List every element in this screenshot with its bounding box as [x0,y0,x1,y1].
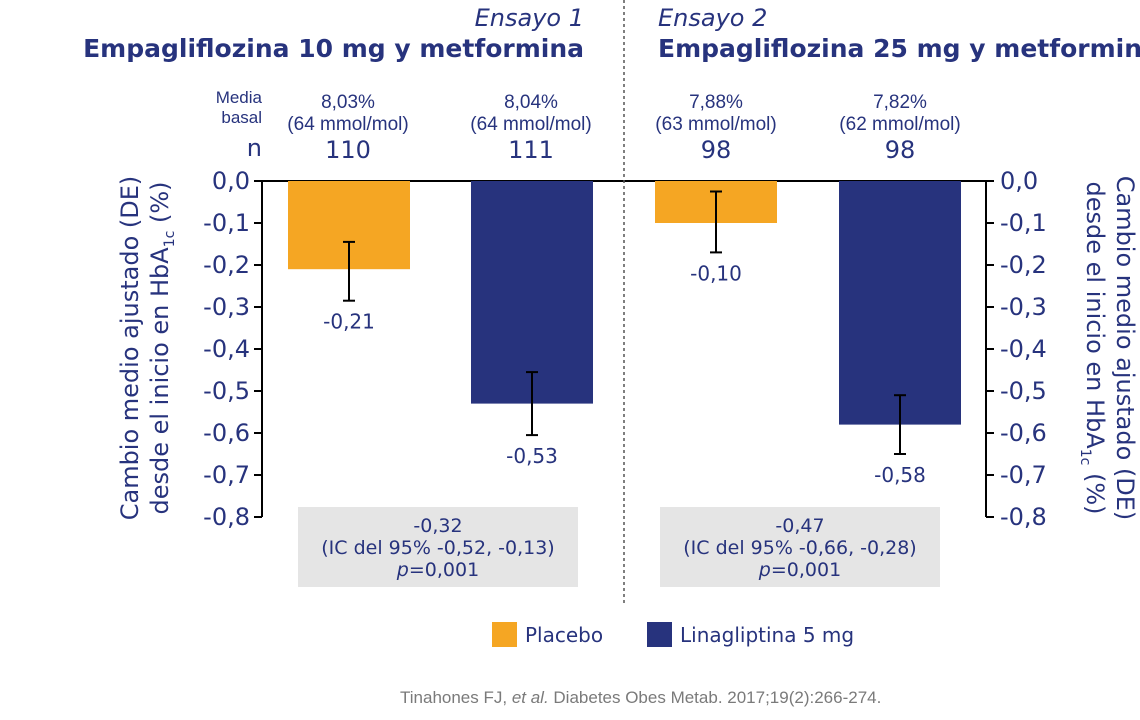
baseline-group-4: 7,82% (62 mmol/mol) 98 [825,92,975,164]
y-tick-label-left: -0,1 [203,209,250,237]
y-axis-label-line1: Cambio medio ajustado (DE) [116,175,145,521]
y-tick-label-left: -0,2 [203,251,250,279]
baseline-label: Media basal [196,88,262,128]
difference-p: p=0,001 [298,559,578,581]
legend-label: Linagliptina 5 mg [680,622,855,647]
trial-1-title: Empagliflozina 10 mg y metformina [83,34,584,63]
baseline-pct: 7,88% [689,92,743,113]
legend-item-linagliptina: Linagliptina 5 mg [647,622,854,647]
baseline-label-line2: basal [221,108,262,127]
baseline-pct: 7,82% [873,92,927,113]
y-axis-label-line1: Cambio medio ajustado (DE) [1110,175,1139,521]
difference-box-2: -0,47 (IC del 95% -0,66, -0,28) p=0,001 [660,507,940,587]
baseline-pct: 8,03% [321,92,375,113]
y-axis-label-line2: desde el inicio en HbA1c (%) [1077,181,1109,515]
n-label: n [246,134,262,162]
bar-value-label: -0,58 [874,463,926,487]
difference-p: p=0,001 [660,559,940,581]
p-value: =0,001 [408,559,480,581]
p-letter: p [396,559,409,581]
y-tick-label-right: -0,5 [1000,377,1047,405]
y-axis-label-line2: desde el inicio en HbA1c (%) [146,181,178,515]
trial-1-label: Ensayo 1 [474,4,584,32]
bar-value-label: -0,10 [690,261,742,285]
baseline-pct: 8,04% [504,92,558,113]
baseline-mmol: (63 mmol/mol) [655,114,777,135]
y-tick-label-right: -0,6 [1000,419,1047,447]
legend-swatch-linagliptina [647,622,672,647]
difference-box-1: -0,32 (IC del 95% -0,52, -0,13) p=0,001 [298,507,578,587]
y-tick-label-left: -0,4 [203,335,250,363]
source-citation: Tinahones FJ, et al. Diabetes Obes Metab… [400,688,882,707]
y-tick-label-right: 0,0 [1000,167,1038,195]
legend-item-placebo: Placebo [492,622,603,647]
y-axis-label-right: Cambio medio ajustado (DE) desde el inic… [1070,176,1140,521]
y-tick-label-left: -0,6 [203,419,250,447]
y-tick-label-right: -0,1 [1000,209,1047,237]
n-value: 110 [325,136,371,164]
difference-value: -0,47 [775,515,825,537]
baseline-group-2: 8,04% (64 mmol/mol) 111 [456,92,606,164]
bar-value-label: -0,21 [323,310,375,334]
legend-label: Placebo [525,622,604,647]
n-value: 98 [884,136,916,164]
baseline-group-3: 7,88% (63 mmol/mol) 98 [641,92,791,164]
difference-value: -0,32 [413,515,463,537]
p-value: =0,001 [770,559,842,581]
y-tick-label-right: -0,7 [1000,461,1047,489]
baseline-mmol: (64 mmol/mol) [470,114,592,135]
y-tick-label-right: -0,3 [1000,293,1047,321]
n-value: 111 [508,136,554,164]
y-tick-label-right: -0,8 [1000,503,1047,531]
legend-swatch-placebo [492,622,517,647]
baseline-label-line1: Media [215,88,262,107]
baseline-mmol: (62 mmol/mol) [839,114,961,135]
difference-ci: (IC del 95% -0,66, -0,28) [683,537,917,559]
n-value: 98 [700,136,732,164]
bar-value-label: -0,53 [506,444,558,468]
bar-linagliptina [471,181,593,404]
y-axis-label-left: Cambio medio ajustado (DE) desde el inic… [115,176,185,521]
bar-linagliptina [839,181,961,425]
baseline-mmol: (64 mmol/mol) [287,114,409,135]
y-tick-label-left: -0,8 [203,503,250,531]
y-tick-label-left: -0,7 [203,461,250,489]
y-tick-label-left: -0,5 [203,377,250,405]
difference-ci: (IC del 95% -0,52, -0,13) [321,537,555,559]
y-tick-label-right: -0,4 [1000,335,1047,363]
y-tick-label-left: -0,3 [203,293,250,321]
trial-2-label: Ensayo 2 [658,4,768,32]
baseline-group-1: 8,03% (64 mmol/mol) 110 [273,92,423,164]
p-letter: p [758,559,771,581]
y-tick-label-right: -0,2 [1000,251,1047,279]
trial-2-title: Empagliflozina 25 mg y metformina [658,34,1140,63]
y-tick-label-left: 0,0 [212,167,250,195]
